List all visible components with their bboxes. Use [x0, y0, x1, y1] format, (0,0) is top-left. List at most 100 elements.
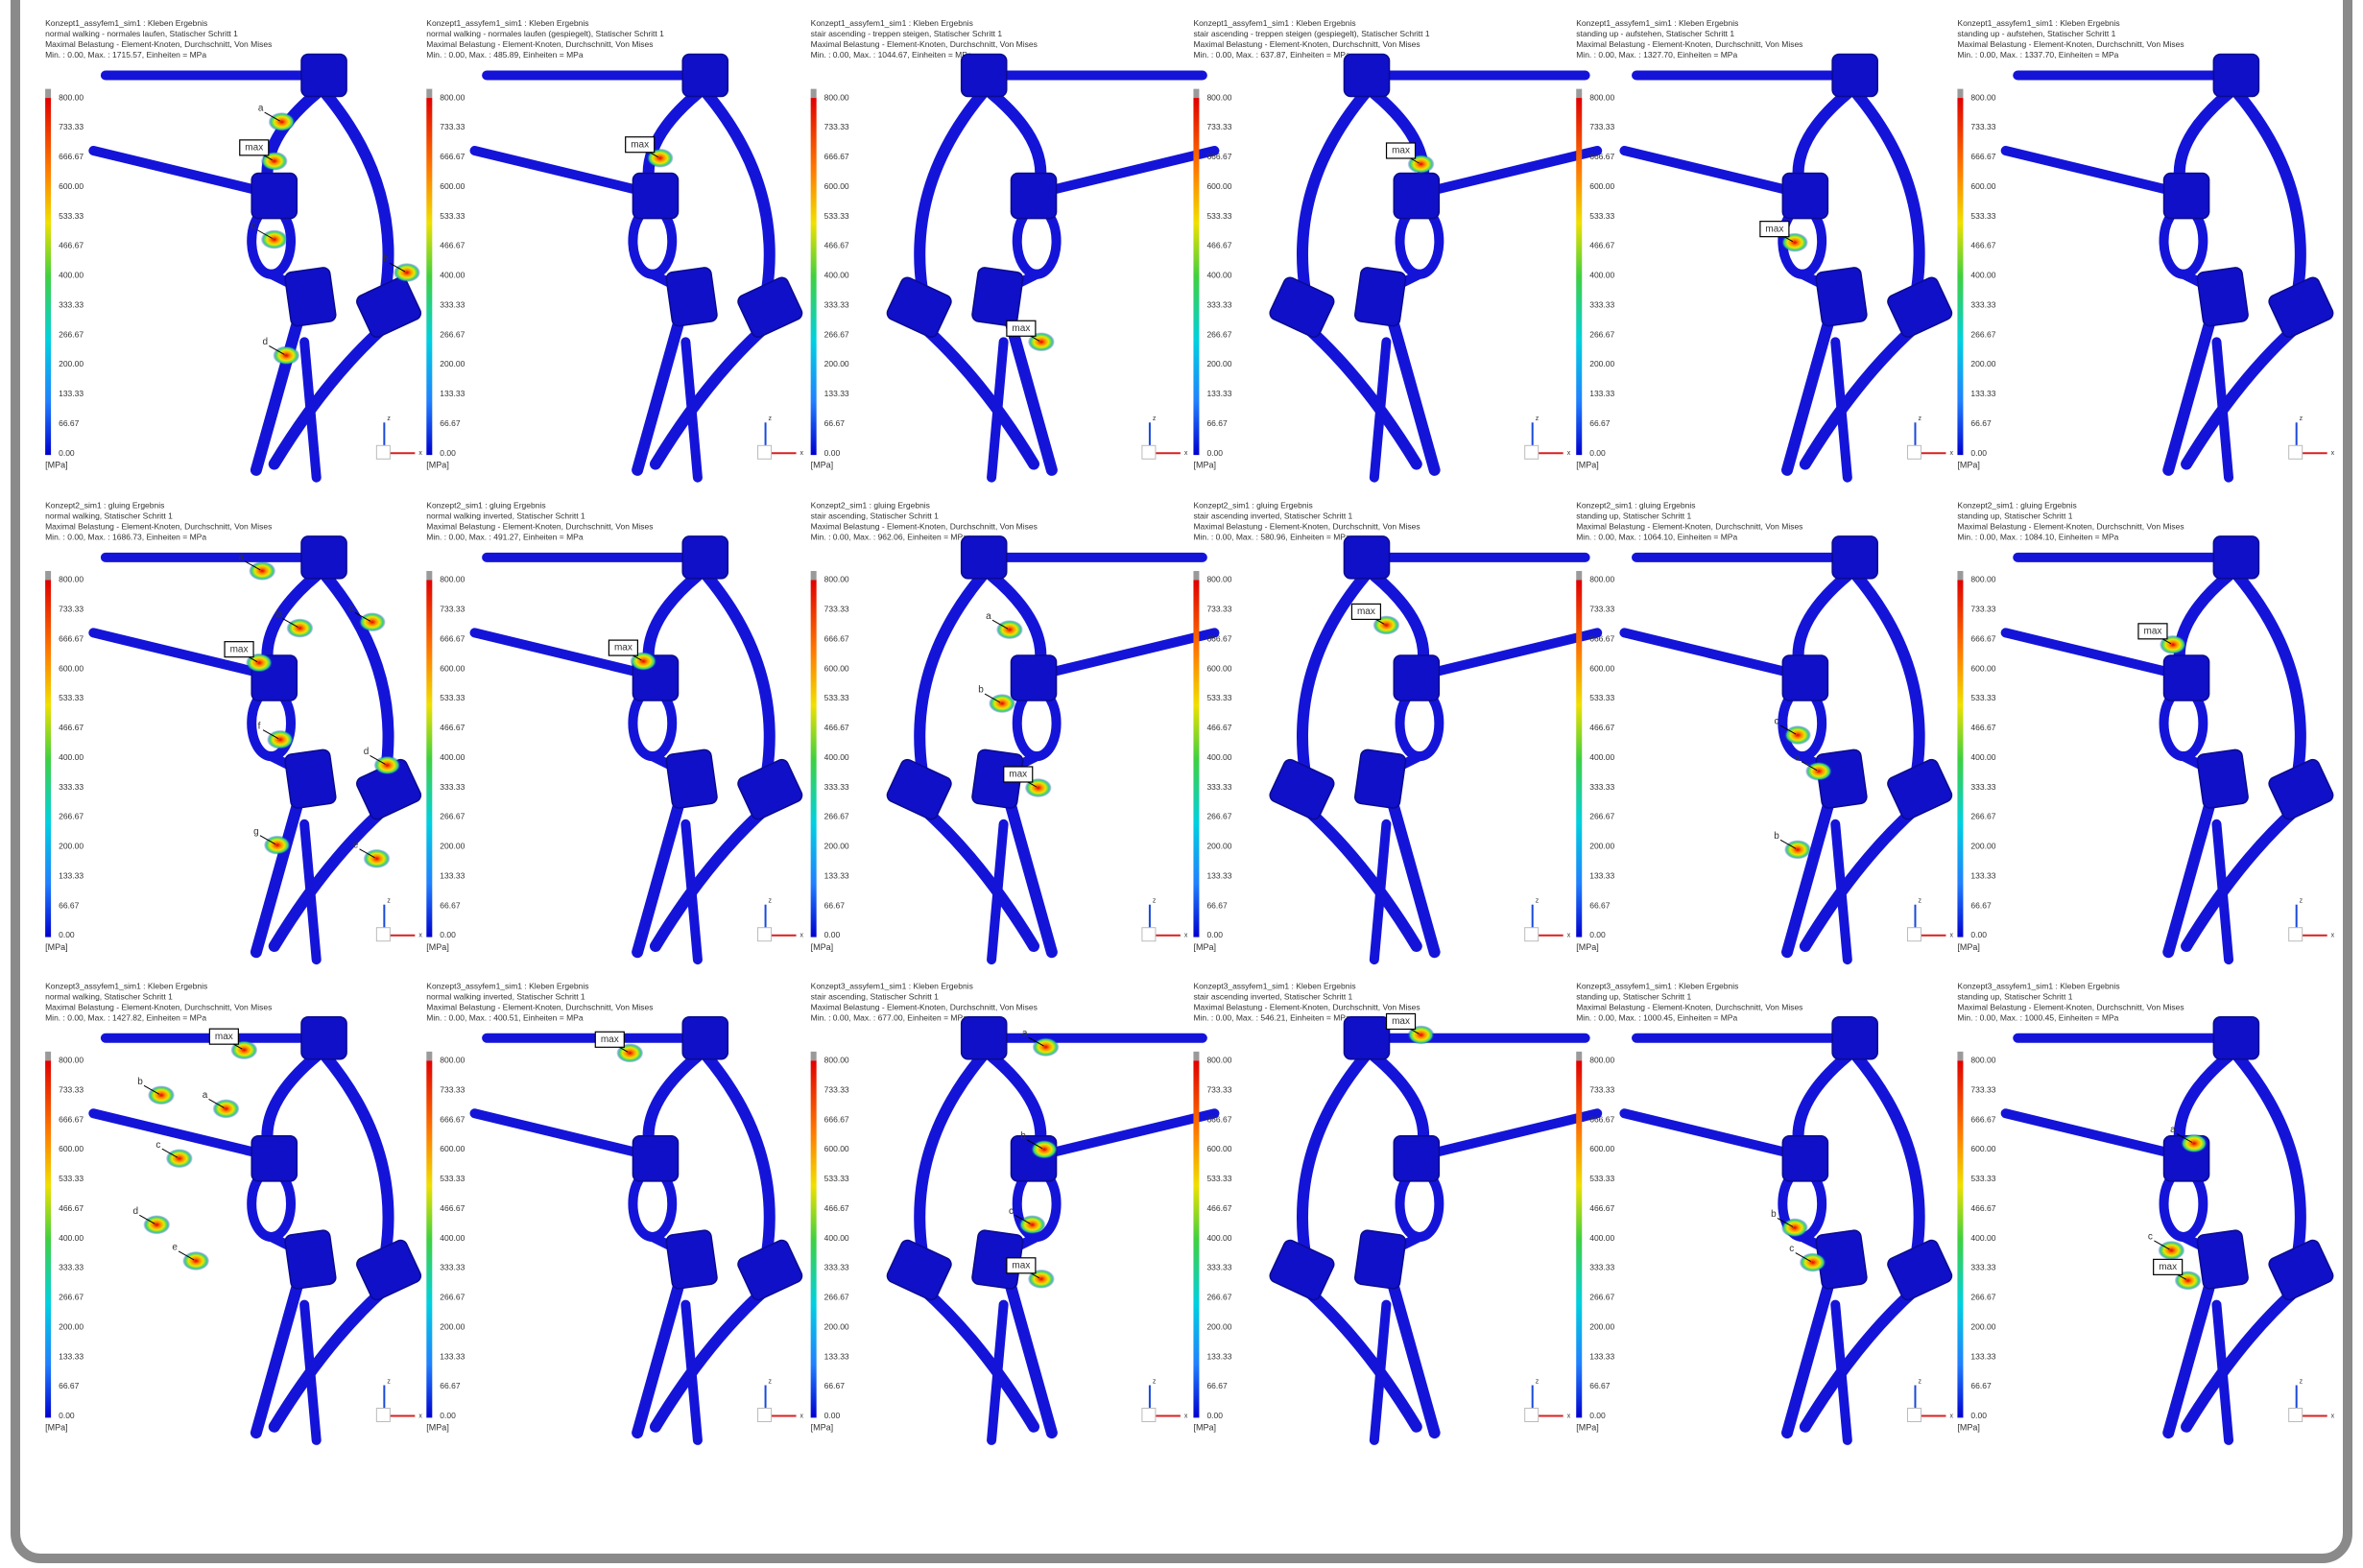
- legend-tick: 266.67: [59, 329, 84, 339]
- legend-bar: [1193, 580, 1199, 937]
- legend-tick: 533.33: [1970, 1174, 1995, 1183]
- panel-header-line: Maximal Belastung - Element-Knoten, Durc…: [1193, 521, 1420, 531]
- annotation: d: [263, 337, 269, 347]
- stress-hotspot: [2158, 1241, 2184, 1260]
- connector: [284, 267, 337, 327]
- panel-header-line: Min. : 0.00, Max. : 400.51, Einheiten = …: [426, 1012, 584, 1022]
- panel-header-line: Maximal Belastung - Element-Knoten, Durc…: [1576, 521, 1802, 531]
- legend-tick: 666.67: [440, 633, 465, 643]
- strut: [1422, 151, 1597, 193]
- panel-header-line: Konzept2_sim1 : gluing Ergebnis: [45, 500, 164, 510]
- axis-x-label: x: [1949, 1413, 1953, 1419]
- panel-header-line: standing up, Statischer Schritt 1: [1576, 511, 1691, 520]
- annotation: d: [133, 1206, 139, 1217]
- triad-box: [1142, 1409, 1156, 1422]
- panel-header-line: Min. : 0.00, Max. : 1084.10, Einheiten =…: [1957, 532, 2118, 541]
- legend-tick: 600.00: [1589, 663, 1614, 673]
- legend-tick: 666.67: [59, 152, 84, 161]
- panel-header-line: Maximal Belastung - Element-Knoten, Durc…: [811, 39, 1038, 49]
- legend-tick: 0.00: [1206, 930, 1223, 939]
- legend-tick: 333.33: [824, 1263, 849, 1272]
- connector: [682, 536, 728, 579]
- annotation: b: [276, 609, 282, 620]
- legend-unit: [MPa]: [1576, 1423, 1599, 1433]
- legend-tick: 266.67: [824, 1293, 849, 1302]
- legend-top: [1576, 89, 1582, 98]
- strut: [1010, 801, 1052, 952]
- legend-tick: 666.67: [1206, 633, 1231, 643]
- triad-box: [376, 1409, 390, 1422]
- legend-tick: 400.00: [1589, 271, 1614, 280]
- annotation: max: [1392, 146, 1410, 156]
- axis-z-label: z: [1918, 416, 1921, 422]
- legend-tick: 266.67: [824, 329, 849, 339]
- panel-header-line: normal walking - normales laufen, Statis…: [45, 29, 238, 38]
- legend-bar: [45, 98, 51, 455]
- legend-tick: 0.00: [59, 448, 75, 458]
- stress-hotspot: [213, 1099, 240, 1118]
- panel-header-line: Maximal Belastung - Element-Knoten, Durc…: [426, 521, 653, 531]
- legend-tick: 800.00: [1206, 575, 1231, 584]
- legend-tick: 733.33: [1206, 122, 1231, 131]
- strut: [475, 1113, 650, 1155]
- strut: [1624, 151, 1799, 193]
- panel-header-line: Min. : 0.00, Max. : 962.06, Einheiten = …: [811, 532, 968, 541]
- legend-tick: 66.67: [1970, 1381, 1992, 1390]
- axis-x-label: x: [2331, 1413, 2335, 1419]
- legend-tick: 666.67: [1970, 633, 1995, 643]
- legend-tick: 733.33: [824, 1084, 849, 1094]
- panel: Konzept1_assyfem1_sim1 : Kleben Ergebnis…: [1957, 18, 2335, 478]
- annotation: a: [986, 611, 991, 622]
- panel-header-line: Konzept1_assyfem1_sim1 : Kleben Ergebnis: [811, 18, 973, 28]
- connector: [1268, 275, 1336, 340]
- panel-header-line: standing up - aufstehen, Statischer Schr…: [1576, 29, 1734, 38]
- legend-tick: 66.67: [1206, 900, 1228, 910]
- legend-tick: 733.33: [1589, 122, 1614, 131]
- legend-bar: [1576, 98, 1582, 455]
- panel: Konzept2_sim1 : gluing Ergebnisstair asc…: [811, 500, 1215, 960]
- panel-header-line: stair ascending inverted, Statischer Sch…: [1193, 991, 1352, 1001]
- connector: [2164, 655, 2209, 701]
- stress-hotspot: [364, 849, 391, 868]
- legend-tick: 266.67: [440, 329, 465, 339]
- legend-tick: 600.00: [1206, 663, 1231, 673]
- legend-tick: 133.33: [1206, 870, 1231, 880]
- legend-tick: 600.00: [1970, 181, 1995, 191]
- connector: [1354, 748, 1407, 809]
- legend-tick: 800.00: [1970, 92, 1995, 102]
- legend-tick: 666.67: [1589, 152, 1614, 161]
- legend-top: [1193, 1052, 1199, 1060]
- legend-tick: 333.33: [1589, 782, 1614, 792]
- legend-tick: 666.67: [59, 1114, 84, 1124]
- legend-bar: [1576, 1060, 1582, 1417]
- legend-tick: 0.00: [440, 1411, 456, 1420]
- strut: [325, 1057, 388, 1252]
- connector: [2196, 1229, 2249, 1290]
- axis-x-label: x: [1949, 933, 1953, 939]
- legend-tick: 333.33: [1206, 1263, 1231, 1272]
- annotation: b: [978, 685, 984, 696]
- strut: [1393, 1282, 1435, 1433]
- legend-tick: 400.00: [1206, 752, 1231, 762]
- axis-z-label: z: [387, 416, 391, 422]
- strut: [1039, 632, 1214, 675]
- legend-unit: [MPa]: [1576, 461, 1599, 470]
- legend-tick: 266.67: [1589, 812, 1614, 821]
- legend-tick: 200.00: [1970, 842, 1995, 851]
- connector: [2267, 275, 2335, 340]
- legend-bar: [811, 98, 817, 455]
- connector: [971, 267, 1024, 327]
- connector: [1011, 655, 1056, 701]
- legend-bar: [1957, 1060, 1963, 1417]
- triad-box: [758, 928, 772, 941]
- legend-tick: 0.00: [1970, 930, 1987, 939]
- legend-unit: [MPa]: [426, 1423, 449, 1433]
- triad-box: [2289, 928, 2303, 941]
- panel-header-line: Min. : 0.00, Max. : 1337.70, Einheiten =…: [1957, 50, 2118, 59]
- legend-unit: [MPa]: [45, 461, 68, 470]
- annotation: a: [238, 553, 244, 563]
- panel-header-line: Min. : 0.00, Max. : 1715.57, Einheiten =…: [45, 50, 206, 59]
- legend-tick: 333.33: [59, 1263, 84, 1272]
- connector: [736, 1238, 804, 1302]
- connector: [1344, 55, 1389, 97]
